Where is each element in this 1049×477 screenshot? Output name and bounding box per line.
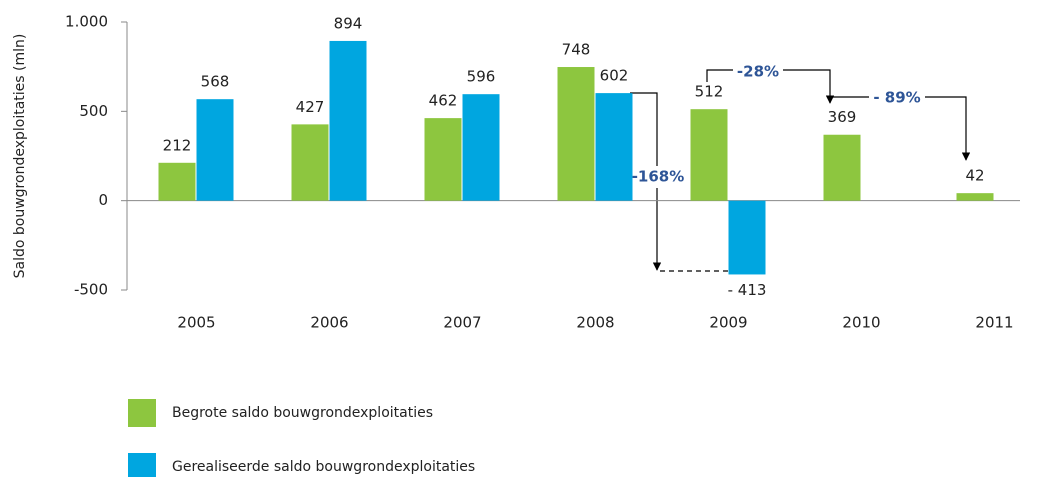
y-tick-label: 500 [79,102,108,120]
data-label: 212 [163,136,192,154]
legend-label: Gerealiseerde saldo bouwgrondexploitatie… [172,459,475,475]
annotation: -28% [737,63,779,81]
bar [690,109,728,201]
data-label: 512 [695,83,724,101]
bar [329,40,367,201]
data-label: - 413 [728,281,767,299]
y-axis-label: Saldo bouwgrondexploitaties (mln) [12,34,28,279]
data-label: 568 [201,73,230,91]
legend-swatch [128,453,156,477]
bar [462,94,500,201]
legend-swatch [128,399,156,427]
y-tick-label: 0 [98,191,108,209]
bar [728,200,766,275]
legend-label: Begrote saldo bouwgrondexploitaties [172,405,433,421]
bar [823,134,861,201]
bar [595,93,633,201]
annotation: - 89% [873,89,920,107]
data-label: 602 [600,67,629,85]
bar [557,67,595,201]
x-tick-label: 2006 [310,314,348,332]
x-tick-label: 2005 [177,314,215,332]
bar [291,124,329,201]
data-label: 427 [296,98,325,116]
bar [424,118,462,201]
x-tick-label: 2010 [842,314,880,332]
x-tick-label: 2008 [576,314,614,332]
bar [196,99,234,201]
data-label: 42 [965,167,984,185]
y-tick-label: 1.000 [65,13,108,31]
x-tick-label: 2011 [975,314,1013,332]
data-label: 748 [562,41,591,59]
y-tick-label: -500 [74,281,108,299]
bar [956,193,994,201]
x-tick-label: 2009 [709,314,747,332]
annotation: -168% [632,168,685,186]
bar [158,162,196,201]
x-tick-label: 2007 [443,314,481,332]
data-label: 894 [334,14,363,32]
data-label: 596 [467,68,496,86]
data-label: 369 [828,108,857,126]
data-label: 462 [429,92,458,110]
